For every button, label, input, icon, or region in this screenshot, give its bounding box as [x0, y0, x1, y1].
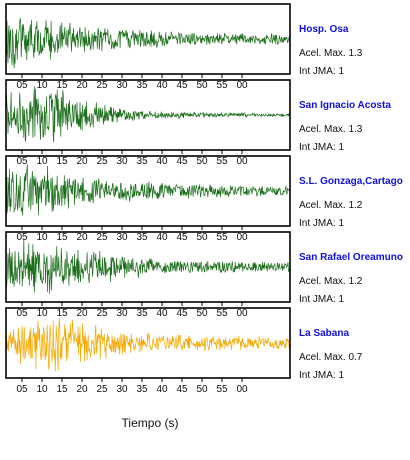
tick-label-3-3: 20: [76, 308, 88, 319]
tick-label-4-10: 55: [216, 384, 228, 395]
waveform-1: [5, 86, 291, 143]
tick-label-0-11: 00: [236, 80, 248, 91]
tick-label-3-9: 50: [196, 308, 208, 319]
tick-label-2-1: 10: [36, 232, 48, 243]
station-max-accel-3: Acel. Max. 1.2: [299, 276, 363, 287]
tick-label-3-6: 35: [136, 308, 148, 319]
tick-label-1-3: 20: [76, 156, 88, 167]
tick-label-0-9: 50: [196, 80, 208, 91]
panel-frame-2: [5, 155, 291, 227]
tick-label-1-6: 35: [136, 156, 148, 167]
tick-label-1-10: 55: [216, 156, 228, 167]
station-max-accel-4: Acel. Max. 0.7: [299, 352, 363, 363]
tick-label-2-7: 40: [156, 232, 168, 243]
tick-label-4-5: 30: [116, 384, 128, 395]
tick-label-2-9: 50: [196, 232, 208, 243]
tick-label-1-4: 25: [96, 156, 108, 167]
tick-label-0-0: 05: [16, 80, 28, 91]
station-jma-intensity-3: Int JMA: 1: [299, 294, 345, 305]
tick-label-2-10: 55: [216, 232, 228, 243]
tick-label-4-7: 40: [156, 384, 168, 395]
tick-label-1-5: 30: [116, 156, 128, 167]
panel-1: 05 10 15 20 25 30 35 40 45 50 55 00: [5, 79, 291, 167]
waveform-2: [5, 164, 291, 216]
panel-frame-3: [5, 231, 291, 303]
tick-label-4-9: 50: [196, 384, 208, 395]
panel-0: 05 10 15 20 25 30 35 40 45 50 55 00: [5, 3, 291, 91]
tick-label-0-4: 25: [96, 80, 108, 91]
panel-3: 05 10 15 20 25 30 35 40 45 50 55 00: [5, 231, 291, 319]
tick-label-0-7: 40: [156, 80, 168, 91]
tick-label-1-9: 50: [196, 156, 208, 167]
tick-label-1-1: 10: [36, 156, 48, 167]
tick-label-2-3: 20: [76, 232, 88, 243]
tick-label-1-7: 40: [156, 156, 168, 167]
tick-label-1-8: 45: [176, 156, 188, 167]
tick-label-1-2: 15: [56, 156, 68, 167]
waveform-0: [5, 14, 291, 69]
tick-label-4-4: 25: [96, 384, 108, 395]
tick-label-4-0: 05: [16, 384, 28, 395]
tick-label-3-11: 00: [236, 308, 248, 319]
tick-label-3-0: 05: [16, 308, 28, 319]
tick-label-2-6: 35: [136, 232, 148, 243]
waveform-3: [5, 238, 291, 294]
tick-label-2-8: 45: [176, 232, 188, 243]
tick-label-3-1: 10: [36, 308, 48, 319]
tick-label-0-8: 45: [176, 80, 188, 91]
tick-label-2-2: 15: [56, 232, 68, 243]
station-name-4: La Sabana: [299, 328, 350, 339]
tick-label-4-11: 00: [236, 384, 248, 395]
station-name-0: Hosp. Osa: [299, 24, 349, 35]
station-max-accel-2: Acel. Max. 1.2: [299, 200, 363, 211]
x-axis-label: Tiempo (s): [121, 416, 179, 430]
tick-label-1-11: 00: [236, 156, 248, 167]
tick-label-0-2: 15: [56, 80, 68, 91]
tick-label-0-6: 35: [136, 80, 148, 91]
tick-label-2-11: 00: [236, 232, 248, 243]
tick-label-3-5: 30: [116, 308, 128, 319]
panel-frame-4: [5, 307, 291, 379]
station-jma-intensity-2: Int JMA: 1: [299, 218, 345, 229]
station-name-1: San Ignacio Acosta: [299, 100, 391, 111]
tick-label-3-4: 25: [96, 308, 108, 319]
tick-label-2-5: 30: [116, 232, 128, 243]
station-max-accel-0: Acel. Max. 1.3: [299, 48, 363, 59]
panel-frame-0: [5, 3, 291, 75]
station-jma-intensity-0: Int JMA: 1: [299, 66, 345, 77]
panel-2: 05 10 15 20 25 30 35 40 45 50 55 00: [5, 155, 291, 243]
tick-label-4-3: 20: [76, 384, 88, 395]
tick-label-2-0: 05: [16, 232, 28, 243]
tick-label-3-2: 15: [56, 308, 68, 319]
tick-label-2-4: 25: [96, 232, 108, 243]
station-jma-intensity-4: Int JMA: 1: [299, 370, 345, 381]
waveform-4: [5, 318, 291, 372]
tick-label-1-0: 05: [16, 156, 28, 167]
tick-label-4-8: 45: [176, 384, 188, 395]
tick-label-0-1: 10: [36, 80, 48, 91]
tick-label-3-10: 55: [216, 308, 228, 319]
tick-label-0-5: 30: [116, 80, 128, 91]
station-name-2: S.L. Gonzaga,Cartago: [299, 176, 403, 187]
tick-label-4-1: 10: [36, 384, 48, 395]
tick-label-0-3: 20: [76, 80, 88, 91]
station-name-3: San Rafael Oreamuno: [299, 252, 403, 263]
tick-label-0-10: 55: [216, 80, 228, 91]
tick-label-4-6: 35: [136, 384, 148, 395]
station-jma-intensity-1: Int JMA: 1: [299, 142, 345, 153]
station-max-accel-1: Acel. Max. 1.3: [299, 124, 363, 135]
panel-frame-1: [5, 79, 291, 151]
tick-label-4-2: 15: [56, 384, 68, 395]
panel-4: 05 10 15 20 25 30 35 40 45 50 55 00: [5, 307, 291, 395]
tick-label-3-8: 45: [176, 308, 188, 319]
tick-label-3-7: 40: [156, 308, 168, 319]
